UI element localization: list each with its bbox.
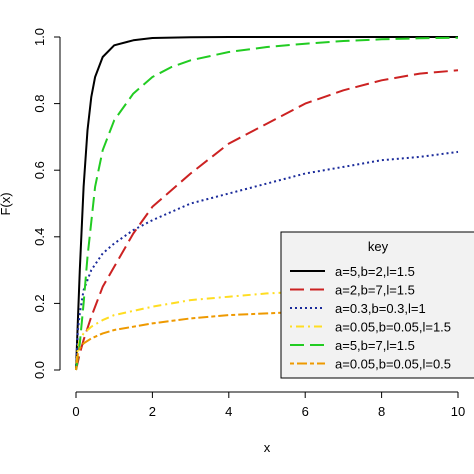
legend-label-6: a=0.05,b=0.05,l=0.5: [335, 357, 451, 372]
legend-label-4: a=0.05,b=0.05,l=1.5: [335, 320, 451, 335]
y-tick-label: 0.0: [32, 361, 47, 379]
y-axis-label: F(x): [0, 192, 13, 215]
y-tick-label: 0.8: [32, 95, 47, 113]
x-tick-label: 10: [451, 404, 465, 419]
legend-title: key: [368, 239, 389, 254]
legend-label-5: a=5,b=7,l=1.5: [335, 338, 415, 353]
legend-items: a=5,b=2,l=1.5 a=2,b=7,l=1.5 a=0.3,b=0.3,l=…: [290, 264, 451, 372]
y-tick-label: 0.2: [32, 294, 47, 312]
x-tick-label: 6: [302, 404, 309, 419]
legend-label-1: a=5,b=2,l=1.5: [335, 264, 415, 279]
series-line-2: [75, 69, 459, 371]
legend-box: [280, 231, 474, 379]
legend: key a=5,b=2,l=1.5 a=2,b=7,l=1.5 a=0.3,b=0.…: [280, 231, 474, 379]
x-tick-label: 0: [72, 404, 79, 419]
series-line-1: [75, 36, 458, 371]
y-axis-ticks: 0.0 0.2 0.4 0.6 0.8 1.0: [32, 28, 60, 379]
x-axis-ticks: 0 2 4 6 8 10: [72, 392, 465, 419]
x-tick-label: 8: [378, 404, 385, 419]
series-line-5: [75, 36, 459, 371]
x-axis-label: x: [264, 440, 271, 455]
legend-label-2: a=2,b=7,l=1.5: [335, 283, 415, 298]
legend-label-3: a=0.3,b=0.3,l=1: [335, 301, 426, 316]
y-tick-label: 0.4: [32, 228, 47, 246]
x-tick-label: 4: [225, 404, 232, 419]
y-tick-label: 1.0: [32, 28, 47, 46]
y-tick-label: 0.6: [32, 161, 47, 179]
x-tick-label: 2: [149, 404, 156, 419]
